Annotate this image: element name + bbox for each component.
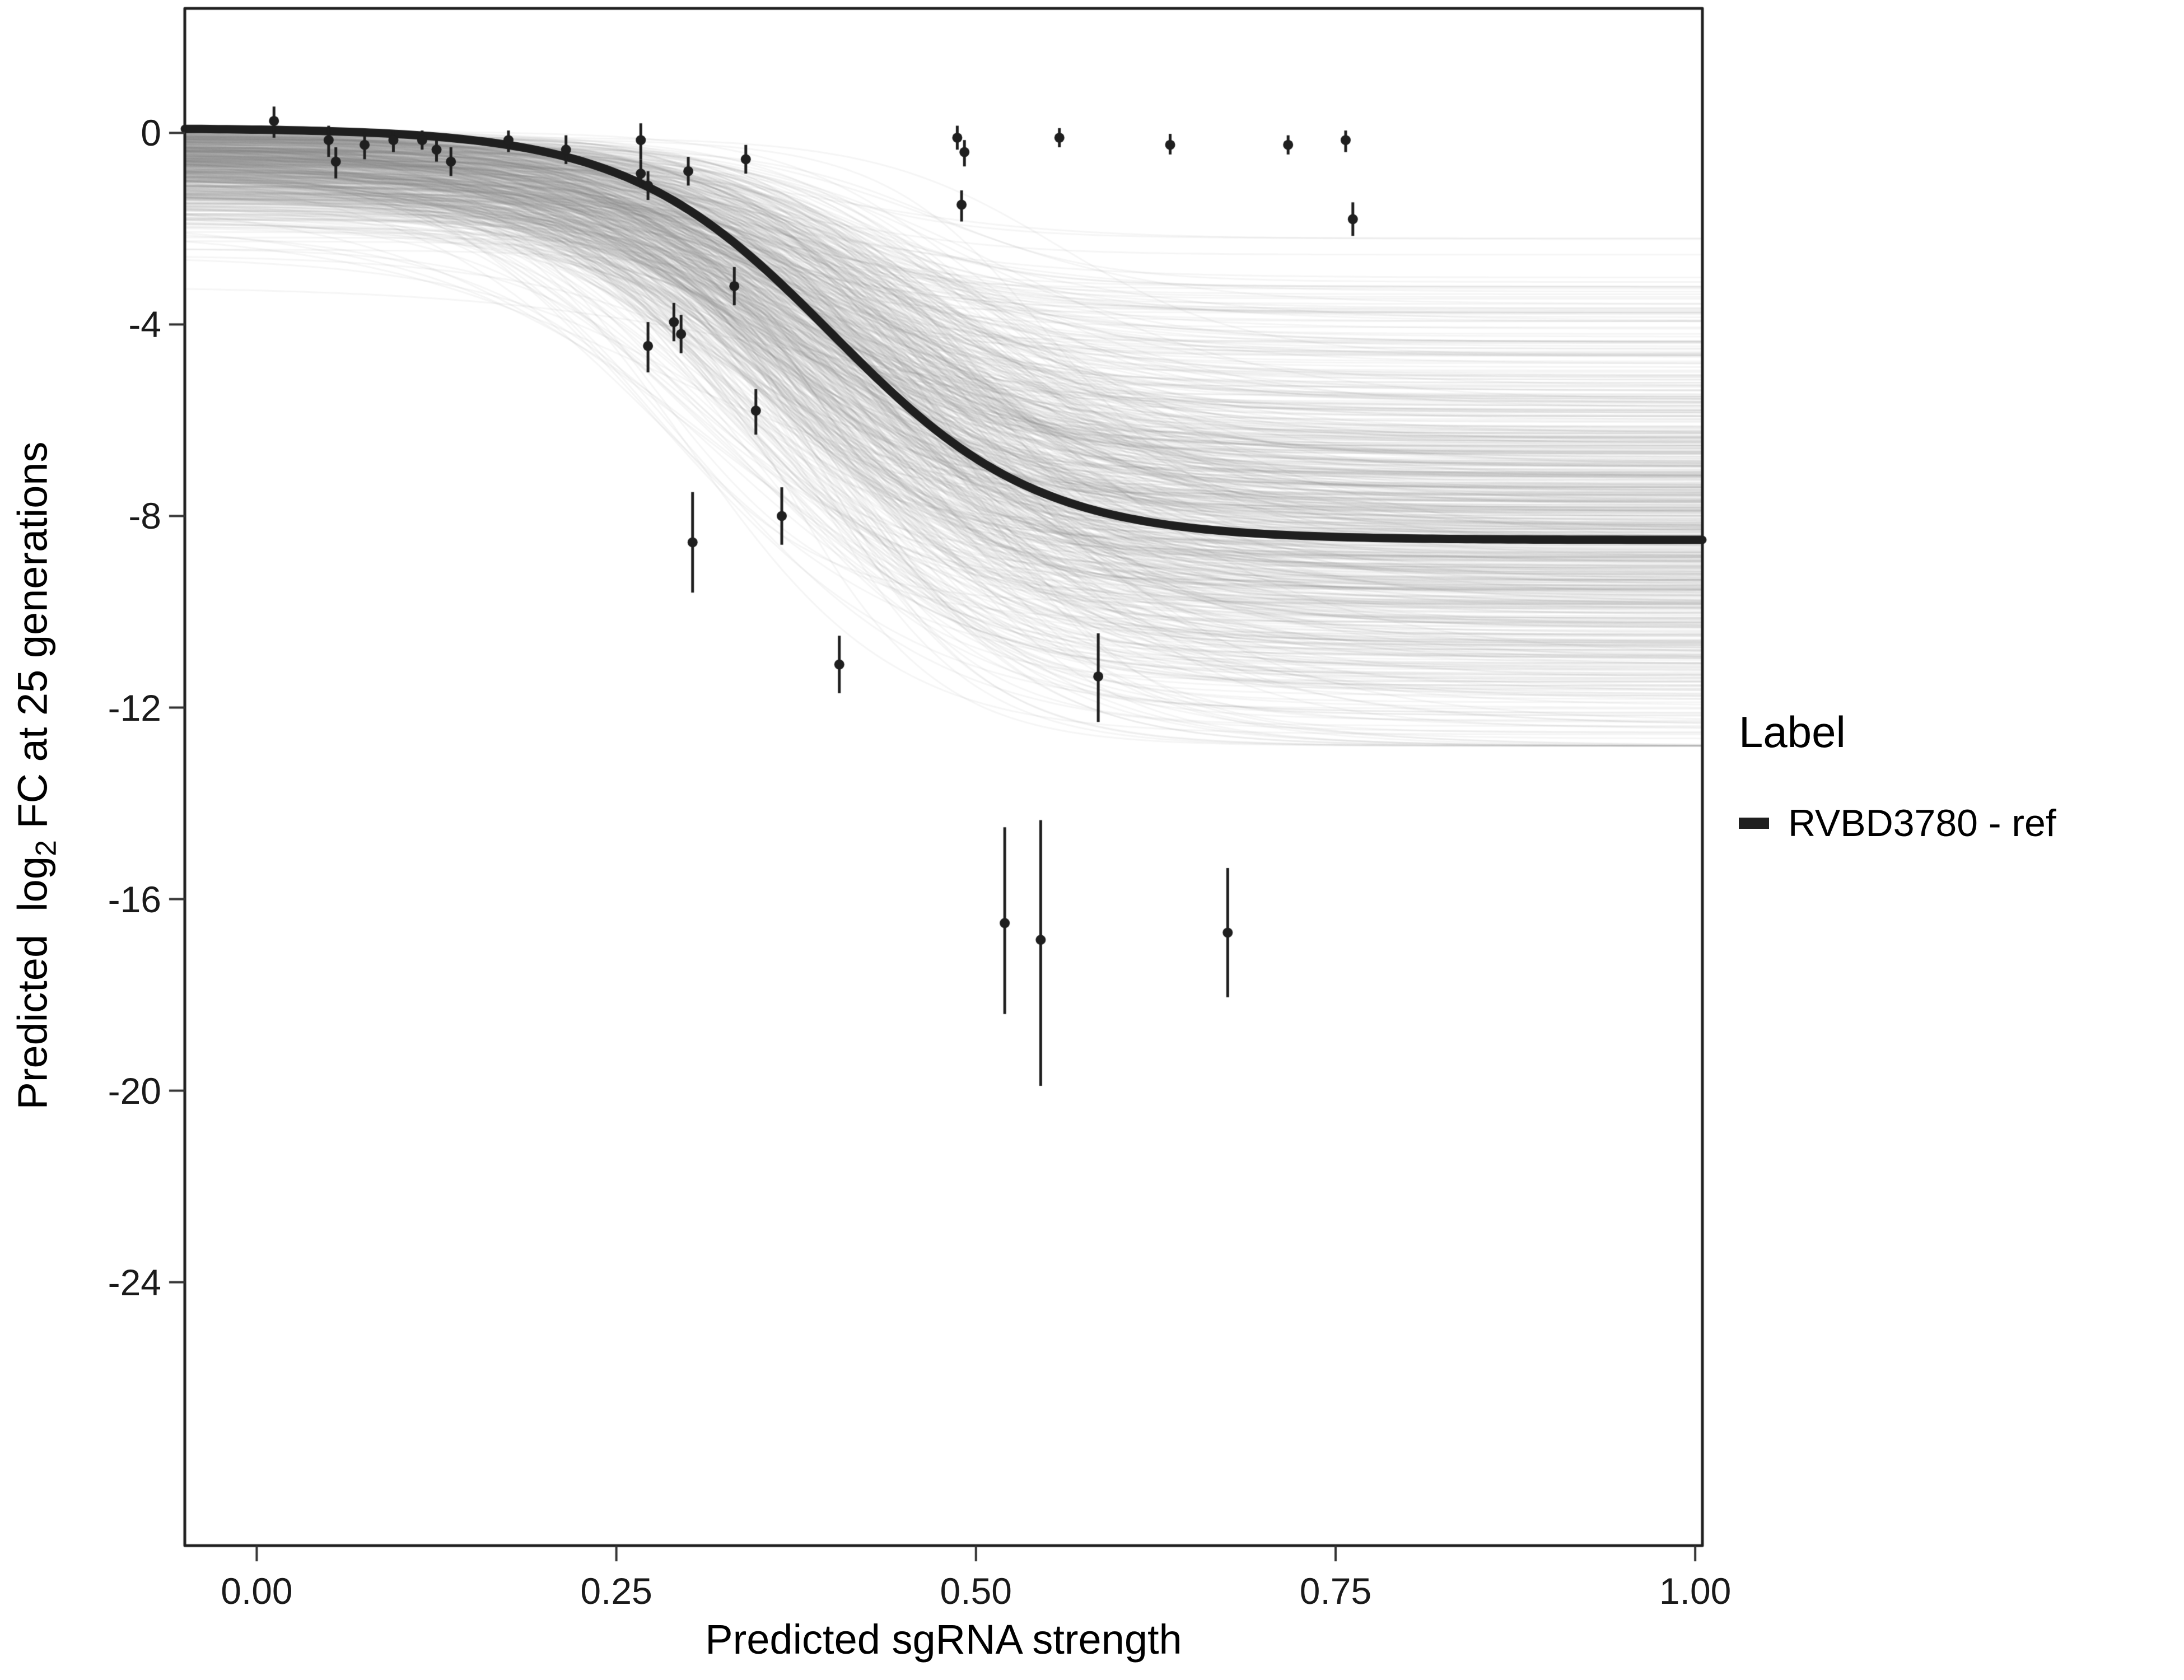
- legend-entry-label: RVBD3780 - ref: [1788, 802, 2056, 844]
- y-tick-label: -20: [108, 1070, 161, 1112]
- legend-entry: RVBD3780 - ref: [1739, 801, 2056, 845]
- y-tick-label: -24: [108, 1261, 161, 1303]
- x-tick-label: 0.00: [221, 1570, 293, 1612]
- y-tick-label: -12: [108, 687, 161, 729]
- y-tick-label: -8: [128, 495, 161, 537]
- y-axis-title-sub: 2: [30, 840, 63, 857]
- legend-title: Label: [1739, 707, 1846, 757]
- x-tick-label: 0.25: [580, 1570, 652, 1612]
- x-axis-title: Predicted sgRNA strength: [705, 1616, 1182, 1663]
- legend: Label RVBD3780 - ref: [1739, 707, 2056, 845]
- x-tick-label: 1.00: [1659, 1570, 1732, 1612]
- x-tick-label: 0.50: [940, 1570, 1012, 1612]
- y-tick-label: -4: [128, 304, 161, 346]
- x-tick-label: 0.75: [1299, 1570, 1372, 1612]
- y-tick-label: -16: [108, 878, 161, 920]
- y-axis-title: Predicted log2 FC at 25 generations: [9, 441, 63, 1109]
- legend-key-line-icon: [1739, 818, 1769, 829]
- y-tick-label: 0: [141, 112, 161, 154]
